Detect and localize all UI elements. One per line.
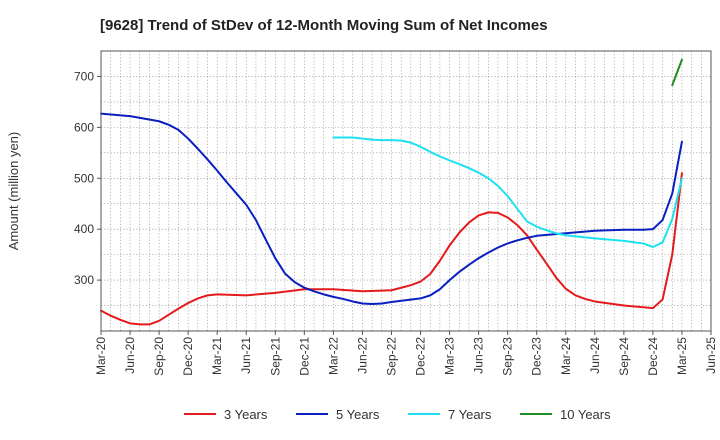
x-tick-label: Sep-24 [617,337,631,376]
x-tick-label: Jun-24 [588,337,602,374]
x-tick-label: Jun-22 [355,337,369,374]
x-tick-label: Dec-20 [181,337,195,376]
x-tick-label: Dec-23 [530,337,544,376]
x-tick-label: Jun-21 [239,337,253,374]
y-tick-label: 500 [74,171,94,185]
x-tick-label: Sep-23 [501,337,515,376]
plot-area [101,51,711,331]
x-tick-label: Mar-22 [326,337,340,375]
y-axis-ticks: 300 400 500 600 700 [74,69,101,287]
y-axis-label: Amount (million yen) [6,132,21,251]
x-tick-label: Dec-21 [297,337,311,376]
x-tick-label: Mar-20 [94,337,108,375]
plot-frame [100,50,712,332]
x-tick-label: Mar-24 [559,337,573,375]
grid [100,51,712,331]
y-tick-label: 300 [74,273,94,287]
x-tick-label: Jun-23 [472,337,486,374]
y-tick-label: 400 [74,222,94,236]
series-line-7-years [332,136,683,248]
x-tick-label: Jun-25 [704,337,718,374]
series-group [100,58,683,326]
series-line-5-years [100,112,683,306]
legend-label-5-years: 5 Years [336,407,380,422]
legend-label-3-years: 3 Years [224,407,268,422]
legend: 3 Years 5 Years 7 Years 10 Years [184,407,611,422]
y-tick-label: 600 [74,120,94,134]
x-tick-label: Mar-23 [443,337,457,375]
legend-label-7-years: 7 Years [448,407,492,422]
y-tick-label: 700 [74,69,94,83]
plot-border [100,50,712,332]
series-line-3-years [100,172,683,326]
x-tick-label: Mar-25 [675,337,689,375]
x-tick-label: Jun-20 [123,337,137,374]
legend-label-10-years: 10 Years [560,407,611,422]
x-tick-label: Sep-22 [384,337,398,376]
x-tick-label: Mar-21 [210,337,224,375]
series-line-10-years [671,58,683,87]
chart-title: [9628] Trend of StDev of 12-Month Moving… [100,17,548,34]
x-tick-label: Dec-22 [414,337,428,376]
x-tick-label: Sep-21 [268,337,282,376]
plot-background [101,51,711,331]
x-axis-ticks: Mar-20 Jun-20 Sep-20 Dec-20 Mar-21 Jun-21 Sep-… [94,331,718,376]
x-tick-label: Sep-20 [152,337,166,376]
x-tick-label: Dec-24 [646,337,660,376]
